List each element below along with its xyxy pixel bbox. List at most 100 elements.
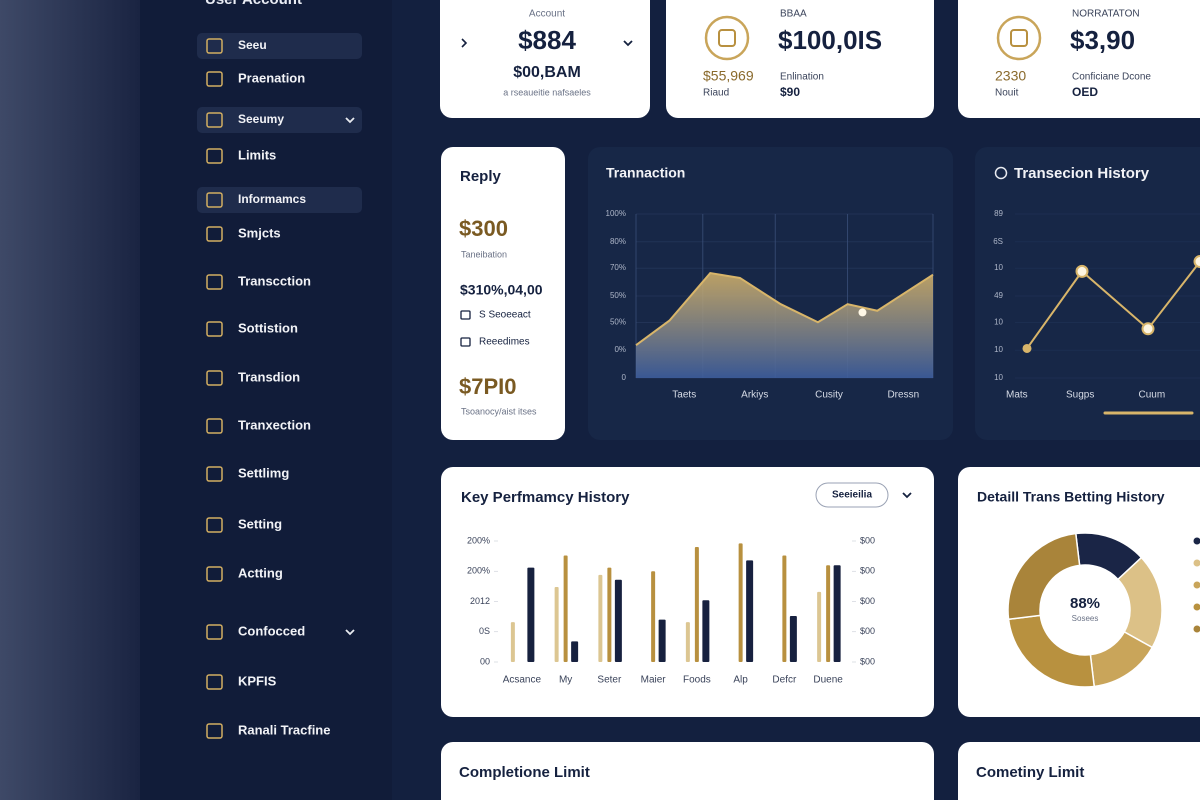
y-tick-label: 50% [610, 317, 626, 326]
menu-item[interactable]: Seeu [238, 38, 267, 52]
bar [607, 567, 612, 662]
menu-item[interactable]: KPFIS [238, 673, 277, 688]
line-point [1022, 343, 1032, 353]
menu-icon [206, 624, 223, 640]
bar [826, 565, 831, 662]
y-tick-label: 0S [479, 626, 490, 636]
menu-icon [206, 674, 223, 690]
y2-tick-label: $00 [860, 596, 875, 606]
stat-top: Enlination [780, 72, 824, 83]
legend-dot [1193, 537, 1200, 545]
reply-card [441, 147, 565, 440]
menu-item[interactable]: Seeumy [238, 112, 284, 126]
y-tick-label: 89 [994, 209, 1003, 218]
menu-icon [206, 192, 223, 208]
bar [658, 619, 666, 662]
menu-item[interactable]: Confocced [238, 623, 305, 638]
chart-title: Trannaction [606, 165, 685, 181]
reply-footer-note: Tsoanocy/aist itses [461, 406, 537, 416]
reply-title: Reply [460, 168, 502, 185]
line [1026, 260, 1200, 350]
menu-item[interactable]: Limits [238, 147, 276, 162]
y-tick-label: 80% [610, 237, 626, 246]
y2-tick-label: $00 [860, 626, 875, 636]
filter-select[interactable] [815, 482, 889, 508]
menu-item[interactable]: Informamcs [238, 192, 306, 206]
y-tick-label: 0 [622, 373, 627, 382]
reply-option[interactable]: S Seoeeact [479, 310, 531, 321]
stat-bottom: $90 [780, 85, 800, 99]
x-tick-label: Acsance [503, 675, 542, 686]
menu-item[interactable]: Setting [238, 516, 282, 531]
card-note: a rseaueitie nafsaeles [503, 87, 591, 97]
arrow-left [461, 38, 468, 48]
x-tick-label: Foods [683, 675, 711, 686]
menu-item[interactable]: Smjcts [238, 225, 281, 240]
reply-option[interactable]: Reeedimes [479, 337, 530, 348]
y-tick-label: 49 [994, 291, 1003, 300]
card-value: $3,90 [1070, 25, 1135, 55]
y-tick-label: 100% [606, 209, 626, 218]
card-title: Cometiny Limit [976, 764, 1084, 781]
y2-tick-label: $00 [860, 535, 875, 545]
filter-label: Seeieilia [832, 490, 872, 501]
y-tick-label: 00 [480, 656, 490, 666]
menu-icon [206, 112, 223, 128]
y-tick-label: 200% [467, 535, 490, 545]
card-icon-glyph [1010, 29, 1028, 47]
stat-bottom: Riaud [703, 88, 729, 99]
bottom-card [441, 742, 934, 800]
legend-dot [1193, 625, 1200, 633]
menu-item[interactable]: Ranali Tracfine [238, 722, 330, 737]
card-value: $100,0IS [778, 25, 882, 55]
chevron [345, 117, 355, 124]
reply-footer-amount: $7PI0 [459, 374, 517, 399]
menu-item[interactable]: Transdion [238, 369, 300, 384]
x-tick-label: Maier [641, 675, 667, 686]
x-tick-label: Arkiys [741, 390, 768, 401]
x-tick-label: Defcr [772, 675, 797, 686]
y-tick-label: 6S [993, 237, 1003, 246]
menu-icon [206, 226, 223, 242]
bar [598, 574, 603, 662]
chart-title: Transecion History [1014, 165, 1150, 182]
card-sub-value: $00,BAM [513, 64, 581, 81]
menu-highlight [197, 187, 362, 213]
menu-icon [206, 38, 223, 54]
menu-icon [206, 723, 223, 739]
menu-item[interactable]: Tranxection [238, 417, 311, 432]
stat-bottom: OED [1072, 85, 1098, 99]
y-tick-label: 2012 [470, 596, 490, 606]
menu-item[interactable]: Praenation [238, 70, 305, 85]
menu-icon [206, 321, 223, 337]
bar [614, 579, 622, 662]
bar [527, 567, 535, 662]
menu-item[interactable]: Sottistion [238, 320, 298, 335]
menu-item[interactable]: Actting [238, 565, 283, 580]
reply-total: $310%,04,00 [460, 282, 543, 298]
menu-item[interactable]: Settlimg [238, 465, 289, 480]
line-point [1075, 264, 1089, 278]
card-icon [996, 15, 1042, 61]
x-tick-label: Mats [1006, 390, 1028, 401]
chevron [345, 629, 355, 636]
bar [554, 586, 559, 662]
area-line [635, 271, 934, 347]
card-label: NORRATATON [1072, 9, 1140, 20]
bar [651, 571, 656, 662]
donut-segment [1007, 532, 1081, 621]
bar [571, 641, 579, 662]
menu-highlight [197, 33, 362, 59]
x-tick-label: My [559, 675, 572, 686]
backdrop [0, 0, 140, 800]
menu-item[interactable]: Transcction [238, 273, 311, 288]
menu-icon [206, 274, 223, 290]
menu-icon [206, 71, 223, 87]
menu-icon [206, 370, 223, 386]
chevron [623, 40, 633, 47]
line-point [1193, 255, 1200, 269]
bar [789, 616, 797, 662]
line-point [1141, 322, 1155, 336]
